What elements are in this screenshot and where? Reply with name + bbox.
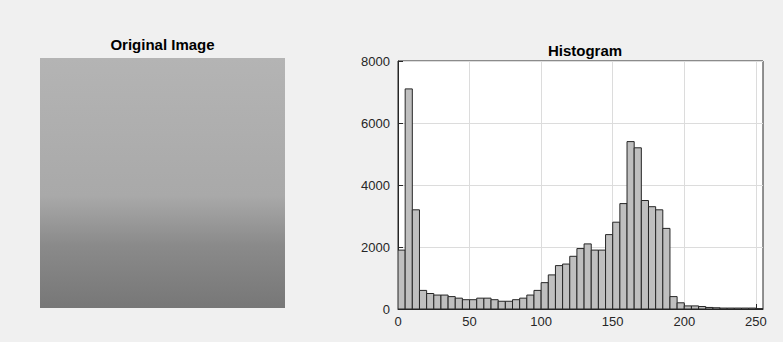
svg-text:150: 150 [602,314,624,329]
svg-text:8000: 8000 [361,54,390,69]
svg-text:250: 250 [745,314,767,329]
svg-text:50: 50 [462,314,476,329]
svg-text:100: 100 [530,314,552,329]
svg-text:200: 200 [673,314,695,329]
svg-text:4000: 4000 [361,178,390,193]
html-text:Original Image: Original Image [110,36,215,53]
svg-text:0: 0 [394,314,401,329]
svg-text:0: 0 [383,302,390,317]
svg-text:6000: 6000 [361,116,390,131]
svg-text:2000: 2000 [361,240,390,255]
svg-text:Histogram: Histogram [548,42,622,59]
